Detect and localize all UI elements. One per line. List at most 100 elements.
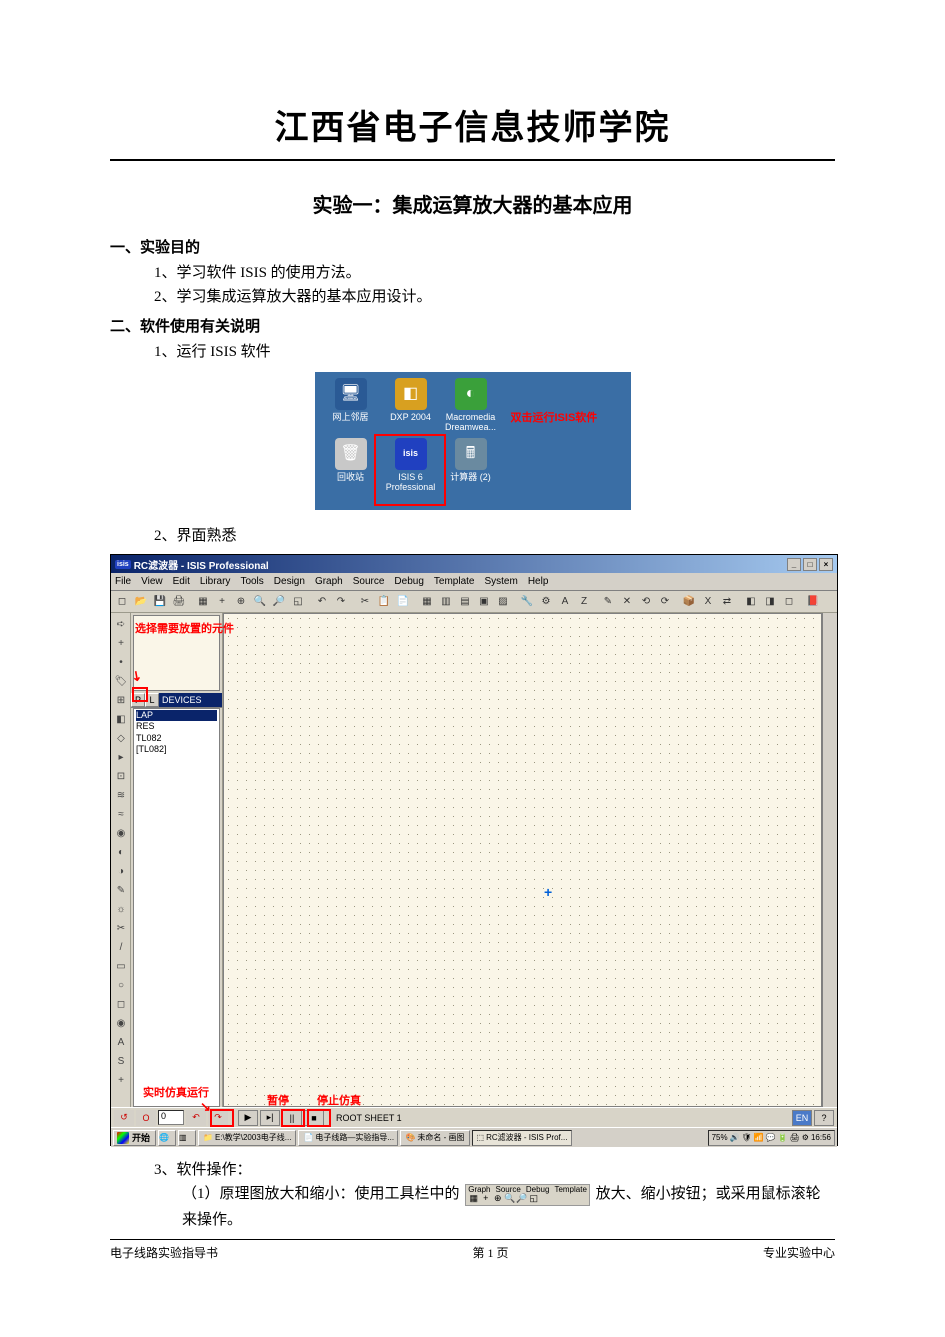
toolbar-button[interactable]: ◻ [113, 593, 131, 611]
vtoolbar-button[interactable]: ◧ [112, 710, 130, 728]
menu-item[interactable]: Graph [315, 576, 343, 587]
taskbar-item[interactable]: 📄电子线路—实验指导... [298, 1130, 398, 1146]
vtoolbar-button[interactable]: S [112, 1052, 130, 1070]
menu-item[interactable]: View [141, 576, 163, 587]
toolbar-button[interactable]: ⚙ [537, 593, 555, 611]
toolbar-button[interactable]: ✂ [356, 593, 374, 611]
device-item[interactable]: LAP [136, 710, 217, 721]
toolbar-button[interactable]: 🔧 [518, 593, 536, 611]
lang-en-icon[interactable]: EN [792, 1110, 812, 1126]
desktop-icon[interactable]: ◐Macromedia Dreamwea... [441, 378, 501, 433]
vtoolbar-button[interactable]: ◻ [112, 995, 130, 1013]
play-button[interactable]: ▶ [238, 1110, 258, 1126]
toolbar-button[interactable]: ◧ [742, 593, 760, 611]
quick-desktop-icon[interactable]: ▥ [178, 1130, 196, 1146]
device-item[interactable]: [TL082] [136, 744, 217, 755]
toolbar-button[interactable]: ✎ [599, 593, 617, 611]
pause-button[interactable]: || [282, 1110, 302, 1126]
menu-item[interactable]: File [115, 576, 131, 587]
toolbar-button[interactable]: Z [575, 593, 593, 611]
toolbar-button[interactable]: A [556, 593, 574, 611]
toolbar-button[interactable]: 💾 [151, 593, 169, 611]
toolbar-button[interactable]: 📋 [375, 593, 393, 611]
toolbar-button[interactable]: ◱ [289, 593, 307, 611]
toolbar-button[interactable]: ◨ [761, 593, 779, 611]
toolbar-button[interactable]: + [213, 593, 231, 611]
desktop-icon[interactable]: 🖩计算器 (2) [441, 438, 501, 483]
tray-icon[interactable]: 🖨 [790, 1133, 800, 1142]
tray-icon[interactable]: 🔋 [778, 1133, 788, 1142]
menu-item[interactable]: Tools [240, 576, 263, 587]
vtoolbar-button[interactable]: ◇ [112, 729, 130, 747]
toolbar-button[interactable]: ▣ [475, 593, 493, 611]
tray-icon[interactable]: 📶 [754, 1133, 764, 1142]
toolbar-button[interactable]: ▤ [456, 593, 474, 611]
toolbar-button[interactable]: ↷ [332, 593, 350, 611]
p-button[interactable]: P [131, 693, 145, 707]
menu-item[interactable]: Help [528, 576, 549, 587]
toolbar-button[interactable]: ◻ [780, 593, 798, 611]
taskbar-item[interactable]: 🎨未命名 - 画图 [400, 1130, 469, 1146]
menu-item[interactable]: Debug [394, 576, 423, 587]
help-icon[interactable]: ? [814, 1110, 834, 1126]
menu-item[interactable]: Library [200, 576, 231, 587]
tray-icon[interactable]: ⚙ [802, 1133, 809, 1142]
flip-v-icon[interactable]: ↷ [208, 1110, 228, 1126]
tray-icon[interactable]: 🔊 [730, 1133, 740, 1142]
menu-item[interactable]: Template [434, 576, 475, 587]
menu-item[interactable]: Design [274, 576, 305, 587]
device-list[interactable]: LAPRESTL082[TL082] [133, 708, 220, 1107]
taskbar-item[interactable]: 📁E:\教学\2003电子线... [198, 1130, 296, 1146]
vtoolbar-button[interactable]: A [112, 1033, 130, 1051]
vtoolbar-button[interactable]: ⊞ [112, 691, 130, 709]
toolbar-button[interactable]: 📂 [132, 593, 150, 611]
rotation-field[interactable]: 0 [158, 1110, 184, 1125]
vtoolbar-button[interactable]: ▸ [112, 748, 130, 766]
vtoolbar-button[interactable]: ≋ [112, 786, 130, 804]
vtoolbar-button[interactable]: ⊡ [112, 767, 130, 785]
vtoolbar-button[interactable]: ➪ [112, 615, 130, 633]
stop-button[interactable]: ■ [304, 1110, 324, 1126]
toolbar-button[interactable]: ▦ [418, 593, 436, 611]
toolbar-button[interactable]: ⟲ [637, 593, 655, 611]
toolbar-button[interactable]: ⇄ [718, 593, 736, 611]
toolbar-button[interactable]: ✕ [618, 593, 636, 611]
tray-icon[interactable]: 💬 [766, 1133, 776, 1142]
vertical-scrollbar[interactable] [822, 613, 837, 1107]
vtoolbar-button[interactable]: ○ [112, 976, 130, 994]
menu-item[interactable]: Source [353, 576, 385, 587]
l-button[interactable]: L [145, 693, 159, 707]
vtoolbar-button[interactable]: ≈ [112, 805, 130, 823]
vtoolbar-button[interactable]: + [112, 1071, 130, 1089]
toolbar-button[interactable]: X [699, 593, 717, 611]
taskbar-item[interactable]: ⬚RC滤波器 - ISIS Prof... [472, 1130, 572, 1146]
step-button[interactable]: ▸| [260, 1110, 280, 1126]
vtoolbar-button[interactable]: ☼ [112, 900, 130, 918]
desktop-icon[interactable]: 🗑回收站 [321, 438, 381, 483]
vtoolbar-button[interactable]: • [112, 653, 130, 671]
toolbar-button[interactable]: ▦ [194, 593, 212, 611]
vtoolbar-button[interactable]: 🏷 [112, 672, 130, 690]
vtoolbar-button[interactable]: ◉ [112, 1014, 130, 1032]
toolbar-button[interactable]: ▨ [494, 593, 512, 611]
menu-item[interactable]: System [484, 576, 517, 587]
quick-ie-icon[interactable]: 🌐 [158, 1130, 176, 1146]
schematic-canvas[interactable]: + [223, 613, 822, 1107]
vtoolbar-button[interactable]: ◉ [112, 824, 130, 842]
toolbar-button[interactable]: ⊕ [232, 593, 250, 611]
desktop-icon[interactable]: ◧DXP 2004 [381, 378, 441, 423]
close-button[interactable]: × [819, 558, 833, 571]
vtoolbar-button[interactable]: ◑ [112, 862, 130, 880]
orient-icon[interactable]: O [136, 1110, 156, 1126]
vtoolbar-button[interactable]: ✎ [112, 881, 130, 899]
minimize-button[interactable]: _ [787, 558, 801, 571]
menu-item[interactable]: Edit [173, 576, 190, 587]
toolbar-button[interactable]: 🖨 [170, 593, 188, 611]
toolbar-button[interactable]: 📕 [804, 593, 822, 611]
vtoolbar-button[interactable]: ▭ [112, 957, 130, 975]
device-item[interactable]: TL082 [136, 733, 217, 744]
toolbar-button[interactable]: 📄 [394, 593, 412, 611]
vtoolbar-button[interactable]: + [112, 634, 130, 652]
vtoolbar-button[interactable]: / [112, 938, 130, 956]
toolbar-button[interactable]: 🔎 [270, 593, 288, 611]
